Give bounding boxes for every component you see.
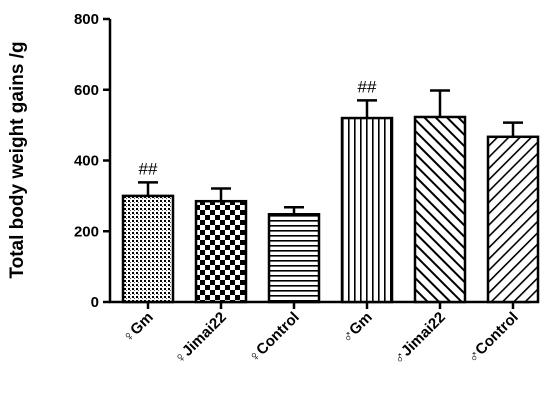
bar [194,199,248,304]
y-tick-label: 200 [74,223,99,240]
error-bar [357,99,377,119]
y-tick-label: 400 [74,153,99,170]
bar [340,116,394,304]
x-tick-label: ♀Gm [119,309,157,347]
y-tick-label: 600 [74,82,99,99]
error-bar [211,187,231,202]
x-tick-label: ♂Control [464,309,522,367]
bar [121,194,175,304]
x-tick-label: ♀Control [245,309,303,367]
bar [267,213,321,304]
bar [486,135,540,304]
error-bar [284,205,304,215]
x-tick-label: ♂Jimai22 [390,309,449,368]
y-axis-label: Total body weight gains /g [7,41,28,278]
category-labels: ♀Gm ♀Jimai22 ♀Control ♂Gm ♂Jimai22 ♂Control [119,302,522,368]
error-bar [503,121,523,137]
y-axis-ticks: 0 200 400 600 800 [74,11,110,311]
error-bars [138,89,523,215]
y-tick-label: 800 [74,11,99,28]
significance-annotation: ## [139,159,158,178]
error-bar [138,181,158,196]
annotations: ## ## [139,77,377,178]
y-tick-label: 0 [91,294,99,311]
significance-annotation: ## [358,77,377,96]
bars [121,115,540,304]
x-tick-label: ♂Gm [338,309,376,347]
error-bar [430,89,450,117]
bar [413,115,467,304]
x-tick-label: ♀Jimai22 [171,309,230,368]
